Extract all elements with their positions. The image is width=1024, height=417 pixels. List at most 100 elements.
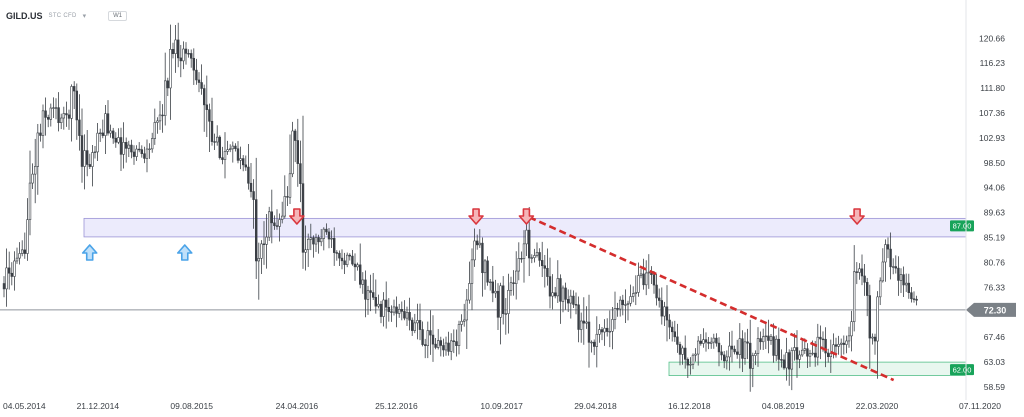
candle-body: [548, 276, 552, 297]
candle: [135, 145, 138, 161]
candle: [465, 288, 468, 349]
candle-body: [33, 166, 37, 175]
candle: [67, 109, 71, 130]
candle: [681, 345, 684, 365]
symbol-label: GILD.US: [6, 11, 43, 21]
candle-body: [330, 238, 333, 240]
candle: [190, 49, 193, 68]
candle: [197, 72, 201, 93]
candle: [611, 306, 614, 350]
candle-body: [309, 237, 312, 240]
candle: [101, 119, 105, 139]
candle-body: [119, 137, 123, 155]
candle: [403, 300, 406, 321]
candle: [15, 247, 19, 264]
candle-body: [10, 272, 13, 277]
candle-body: [390, 311, 393, 313]
candle: [265, 214, 268, 269]
candle-body: [229, 148, 232, 150]
candle: [330, 230, 333, 248]
y-tick-label: 94.06: [984, 183, 1006, 193]
candle-body: [590, 341, 593, 344]
candle: [793, 333, 796, 361]
candle-body: [725, 356, 729, 362]
candle: [234, 143, 237, 152]
candle: [86, 130, 89, 177]
candle-body: [31, 173, 34, 184]
candle: [514, 251, 518, 300]
candle: [400, 301, 403, 321]
candle: [725, 350, 729, 370]
candle-body: [431, 334, 435, 345]
candle: [169, 24, 172, 120]
candle-body: [837, 343, 840, 347]
candle: [343, 252, 346, 275]
candle: [28, 150, 32, 236]
candle-body: [130, 144, 133, 153]
candle-body: [213, 141, 216, 143]
chevron-down-icon[interactable]: ▾: [82, 13, 87, 20]
candle: [847, 326, 851, 348]
x-tick-label: 04.05.2014: [3, 401, 46, 411]
candle-body: [210, 120, 214, 142]
candle: [429, 310, 432, 355]
candle: [546, 248, 549, 286]
candle: [639, 268, 643, 279]
candle-body: [267, 211, 271, 238]
candle-body: [845, 340, 848, 345]
down-arrow-shape: [518, 208, 535, 225]
candle-body: [473, 240, 476, 261]
y-tick-label: 89.63: [984, 208, 1006, 218]
candle: [13, 251, 16, 291]
candle-body: [780, 359, 783, 361]
y-tick-label: 111.80: [980, 83, 1005, 93]
candle-body: [587, 321, 591, 343]
candle: [902, 266, 905, 298]
candle: [270, 189, 273, 244]
candle-body: [621, 299, 625, 306]
candle-body: [566, 299, 570, 304]
candle-body: [915, 298, 918, 301]
candle-body: [351, 255, 354, 265]
candle: [436, 329, 440, 350]
candle-body: [488, 281, 492, 284]
candle: [358, 243, 362, 289]
candle-body: [447, 342, 450, 352]
candle-body: [663, 306, 666, 317]
candle-body: [255, 199, 258, 262]
y-tick-label: 102.93: [979, 133, 1005, 143]
candle: [26, 198, 29, 261]
candle: [377, 294, 380, 309]
candle-body: [717, 342, 721, 353]
candle-body: [426, 330, 429, 346]
candle-body: [657, 297, 661, 301]
candle-body: [314, 237, 318, 245]
candle-body: [75, 90, 79, 121]
candle-body: [49, 107, 53, 120]
candle-body: [67, 114, 71, 119]
candle-body: [777, 338, 781, 360]
candle: [221, 146, 224, 165]
candle-body: [618, 299, 622, 310]
candle-body: [865, 282, 869, 296]
candle-body: [358, 264, 362, 285]
candle: [621, 294, 625, 316]
candle-body: [774, 338, 778, 356]
candle-body: [629, 296, 632, 304]
candle-body: [244, 164, 247, 168]
candle-body: [561, 287, 565, 302]
candle: [309, 223, 312, 251]
candle-body: [481, 242, 484, 274]
candle: [886, 237, 890, 259]
candle-body: [288, 173, 292, 198]
candle-body: [655, 284, 658, 299]
candle-body: [203, 88, 206, 106]
timeframe-selector[interactable]: W1: [108, 11, 128, 21]
candle: [501, 276, 505, 325]
candle-body: [13, 260, 16, 277]
candle-body: [722, 354, 726, 362]
candle: [299, 140, 302, 203]
candle: [280, 201, 284, 224]
candle: [231, 141, 234, 163]
